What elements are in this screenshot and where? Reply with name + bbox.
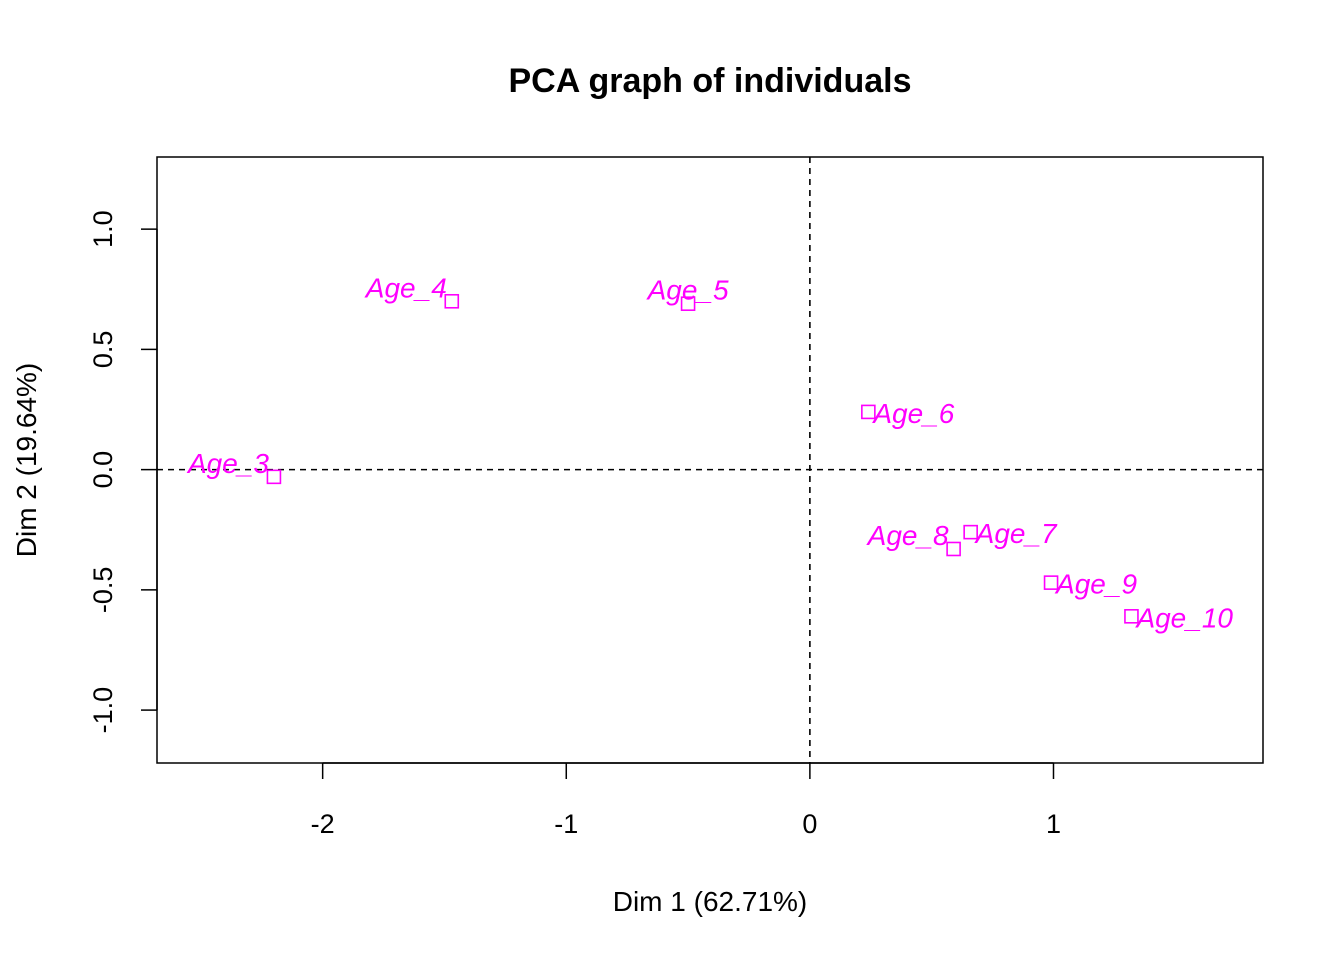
x-tick-label: -1 <box>554 809 578 839</box>
y-axis-label: Dim 2 (19.64%) <box>11 363 42 558</box>
reference-lines <box>157 157 1263 763</box>
x-axis-label: Dim 1 (62.71%) <box>613 886 808 917</box>
data-points: Age_3 Age_4 Age_5 Age_6 Age_7 Age_8 Age_9Age_1… <box>186 272 1233 633</box>
x-tick-label: -2 <box>311 809 335 839</box>
point-marker <box>861 404 876 420</box>
x-tick-label: 0 <box>802 809 817 839</box>
y-axis: -1.0 -0.5 0.0 0.5 1.0 <box>88 210 158 734</box>
y-tick-label: 0.0 <box>88 451 118 489</box>
point-label: Age_7 <box>974 518 1058 549</box>
point-label: Age_8 <box>866 520 949 551</box>
point-marker <box>963 524 978 540</box>
x-axis: -2 -1 0 1 <box>311 762 1061 839</box>
x-tick-label: 1 <box>1046 809 1061 839</box>
point-marker <box>680 296 696 311</box>
point-label: Age_6 <box>871 398 954 429</box>
point-label: Age_4 <box>364 272 447 303</box>
point-marker <box>444 293 460 309</box>
y-tick-label: 0.5 <box>88 331 118 369</box>
point-label: Age_5 <box>646 275 729 306</box>
point-label: Age_3 <box>186 448 269 479</box>
y-tick-label: -1.0 <box>88 687 118 734</box>
y-tick-label: 1.0 <box>88 210 118 248</box>
y-tick-label: -0.5 <box>88 567 118 614</box>
plot-frame <box>156 156 1264 764</box>
point-marker <box>946 541 961 557</box>
point-label: Age_9 <box>1054 569 1137 600</box>
point-marker <box>1043 575 1059 590</box>
point-marker <box>266 469 282 485</box>
point-label: Age_10 <box>1134 602 1233 633</box>
chart-title: PCA graph of individuals <box>509 62 912 100</box>
point-marker <box>1124 609 1139 624</box>
